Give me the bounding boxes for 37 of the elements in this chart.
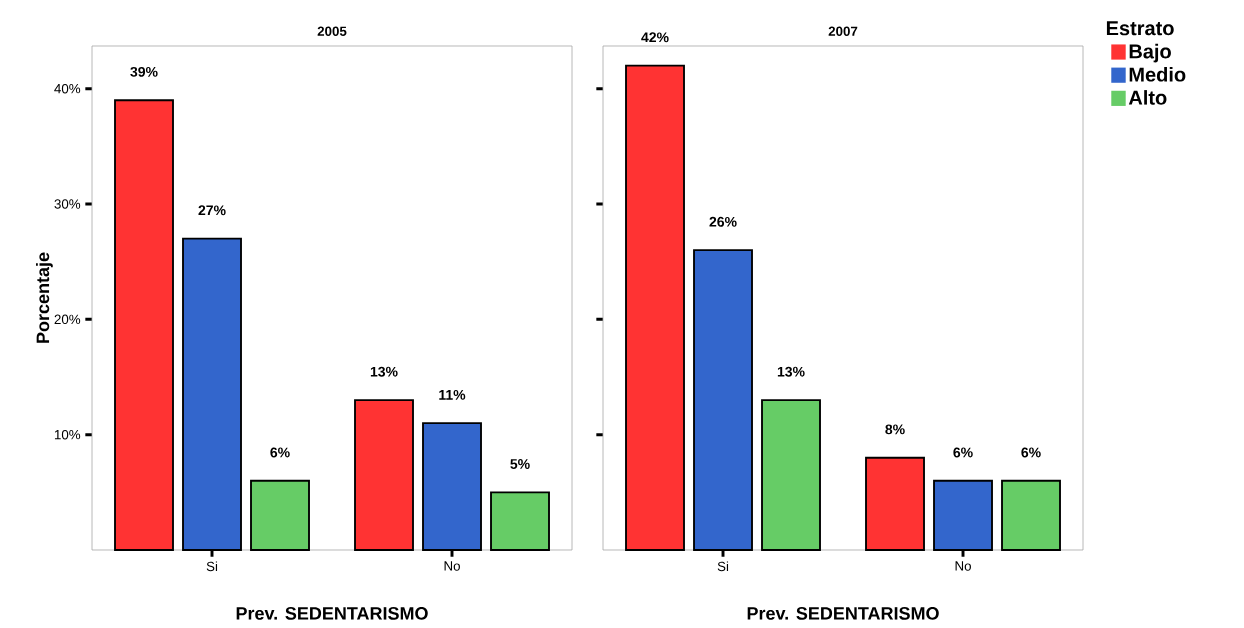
x-tick-label: No [444,561,460,571]
data-label: 39% [130,66,158,77]
data-label: 27% [198,205,226,216]
data-label: 42% [641,32,669,43]
y-axis-title: Porcentaje [36,252,53,343]
legend-title: Estrato [1106,21,1174,36]
y-tick-label: 10% [54,429,81,440]
x-tick-label: Si [717,561,729,572]
bar [490,491,550,551]
data-label: 13% [777,366,805,377]
data-label: 26% [709,216,737,227]
data-label: 6% [270,447,290,458]
legend-label: Alto [1128,90,1167,105]
bar [865,456,925,551]
x-axis-title: Prev. SEDENTARISMO [747,606,939,620]
data-label: 6% [953,447,973,458]
bar [354,399,414,551]
data-label: 6% [1021,447,1041,458]
bar [761,399,821,551]
data-label: 13% [370,366,398,377]
data-label: 11% [439,389,466,400]
bar [114,99,174,551]
y-tick-label: 40% [54,83,81,94]
chart-title: 2005 [317,26,347,36]
data-label: 8% [885,424,905,435]
y-tick-label: 30% [54,199,81,209]
bar [1001,479,1061,551]
x-tick-label: Si [206,561,218,572]
legend-label: Bajo [1129,43,1171,63]
bar [250,479,310,551]
x-axis-title: Prev. SEDENTARISMO [236,606,428,620]
data-label: 5% [510,459,530,469]
bar [625,64,685,551]
x-tick-label: No [955,561,971,571]
y-tick-label: 20% [54,314,81,325]
chart-title: 2007 [828,26,858,36]
legend-label: Medio [1129,66,1186,82]
